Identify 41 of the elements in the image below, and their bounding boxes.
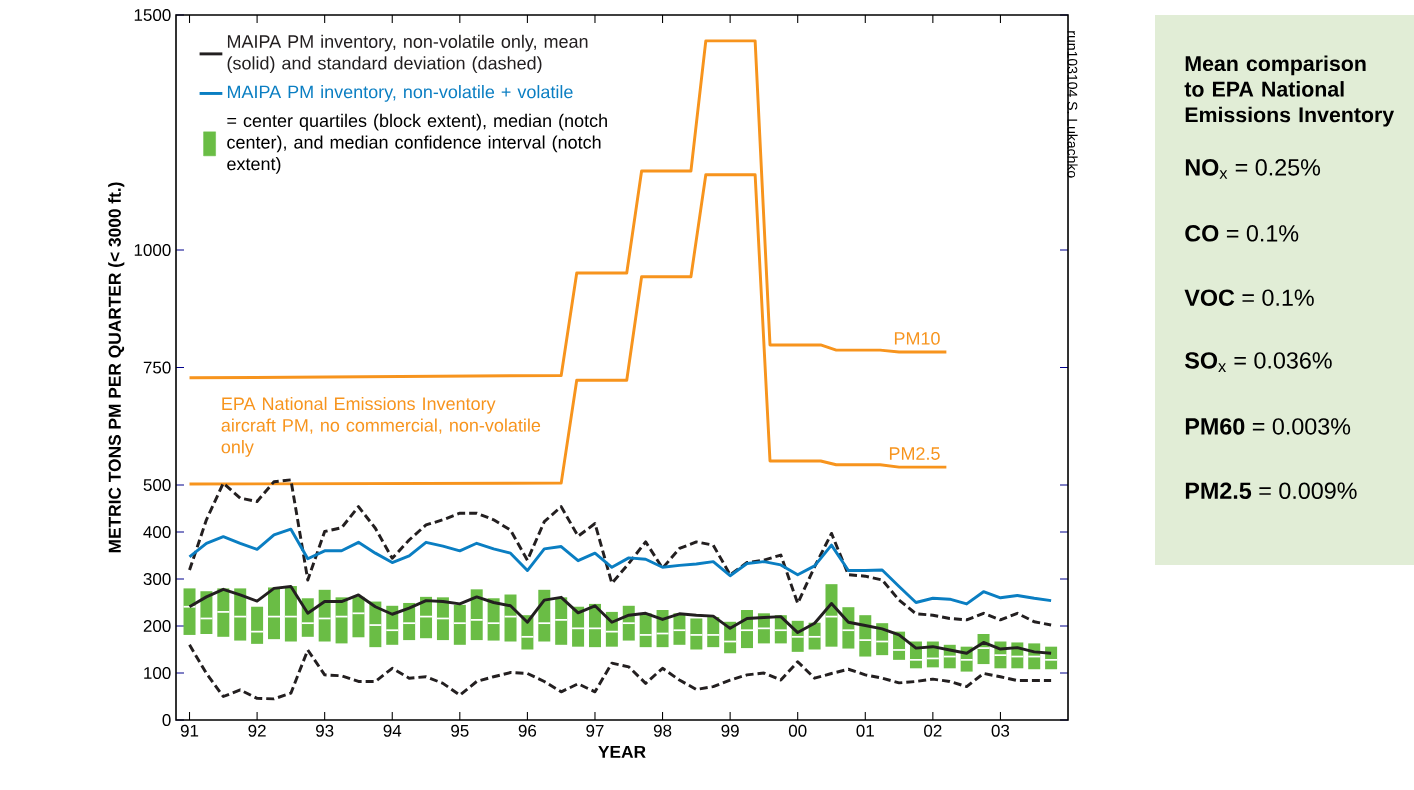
y-tick-label: 1000 (134, 243, 171, 257)
line-series (188, 173, 948, 486)
text: SO$_{x}$ = 0.036% (1185, 352, 1332, 372)
legend-label: MAIPA PM inventory, non-volatile + volatile (227, 85, 573, 102)
x-axis-title: YEAR (598, 745, 646, 758)
x-tick-label: 98 (653, 724, 672, 737)
y-tick-label: 300 (143, 572, 171, 586)
y-tick-label: 400 (143, 525, 171, 539)
y-tick-label: 200 (143, 619, 171, 633)
x-tick-label: 94 (383, 724, 402, 737)
x-tick-label: 97 (586, 724, 604, 737)
line-series (188, 478, 1053, 627)
y-axis-title: METRIC TONS PM PER QUARTER (< 3000 ft.) (108, 182, 125, 553)
text: NO$_{x}$ = 0.25% (1185, 159, 1321, 179)
series-label: PM10 (894, 332, 940, 345)
y-tick-label: 100 (144, 666, 171, 680)
y-tick-label: 1500 (134, 8, 171, 22)
x-tick-label: 96 (518, 724, 537, 737)
line-series (188, 527, 1053, 606)
y-tick-label: 0 (162, 713, 171, 727)
text: PM60 = 0.003% (1185, 418, 1351, 435)
text: PM2.5 = 0.009% (1185, 482, 1357, 500)
x-tick-label: 03 (991, 724, 1010, 737)
y-tick-label: 750 (143, 361, 171, 374)
annotation: run103104 S. Lukachko (1067, 31, 1078, 178)
x-tick-label: 00 (788, 724, 807, 737)
x-tick-label: 99 (721, 724, 739, 737)
legend-label: = center quartiles (block extent), median (notch center), and median confidence interval (notch extent) (227, 113, 607, 174)
text: VOC = 0.1% (1184, 289, 1314, 306)
x-tick-label: 95 (451, 724, 469, 737)
series-label: PM2.5 (889, 447, 940, 460)
x-tick-label: 02 (924, 724, 942, 737)
text: Mean comparison to EPA National Emissions Inventory (1184, 55, 1395, 127)
x-tick-label: 91 (180, 724, 199, 737)
annotation: EPA National Emissions Inventory aircraft PM, no commercial, non-volatile only (221, 396, 541, 457)
x-tick-label: 93 (316, 724, 334, 737)
x-tick-label: 92 (248, 724, 266, 737)
legend-label: MAIPA PM inventory, non-volatile only, mean (solid) and standard deviation (dashed) (227, 34, 588, 74)
text: CO = 0.1% (1185, 225, 1299, 242)
y-tick-label: 500 (143, 478, 171, 492)
x-tick-label: 01 (856, 724, 874, 737)
